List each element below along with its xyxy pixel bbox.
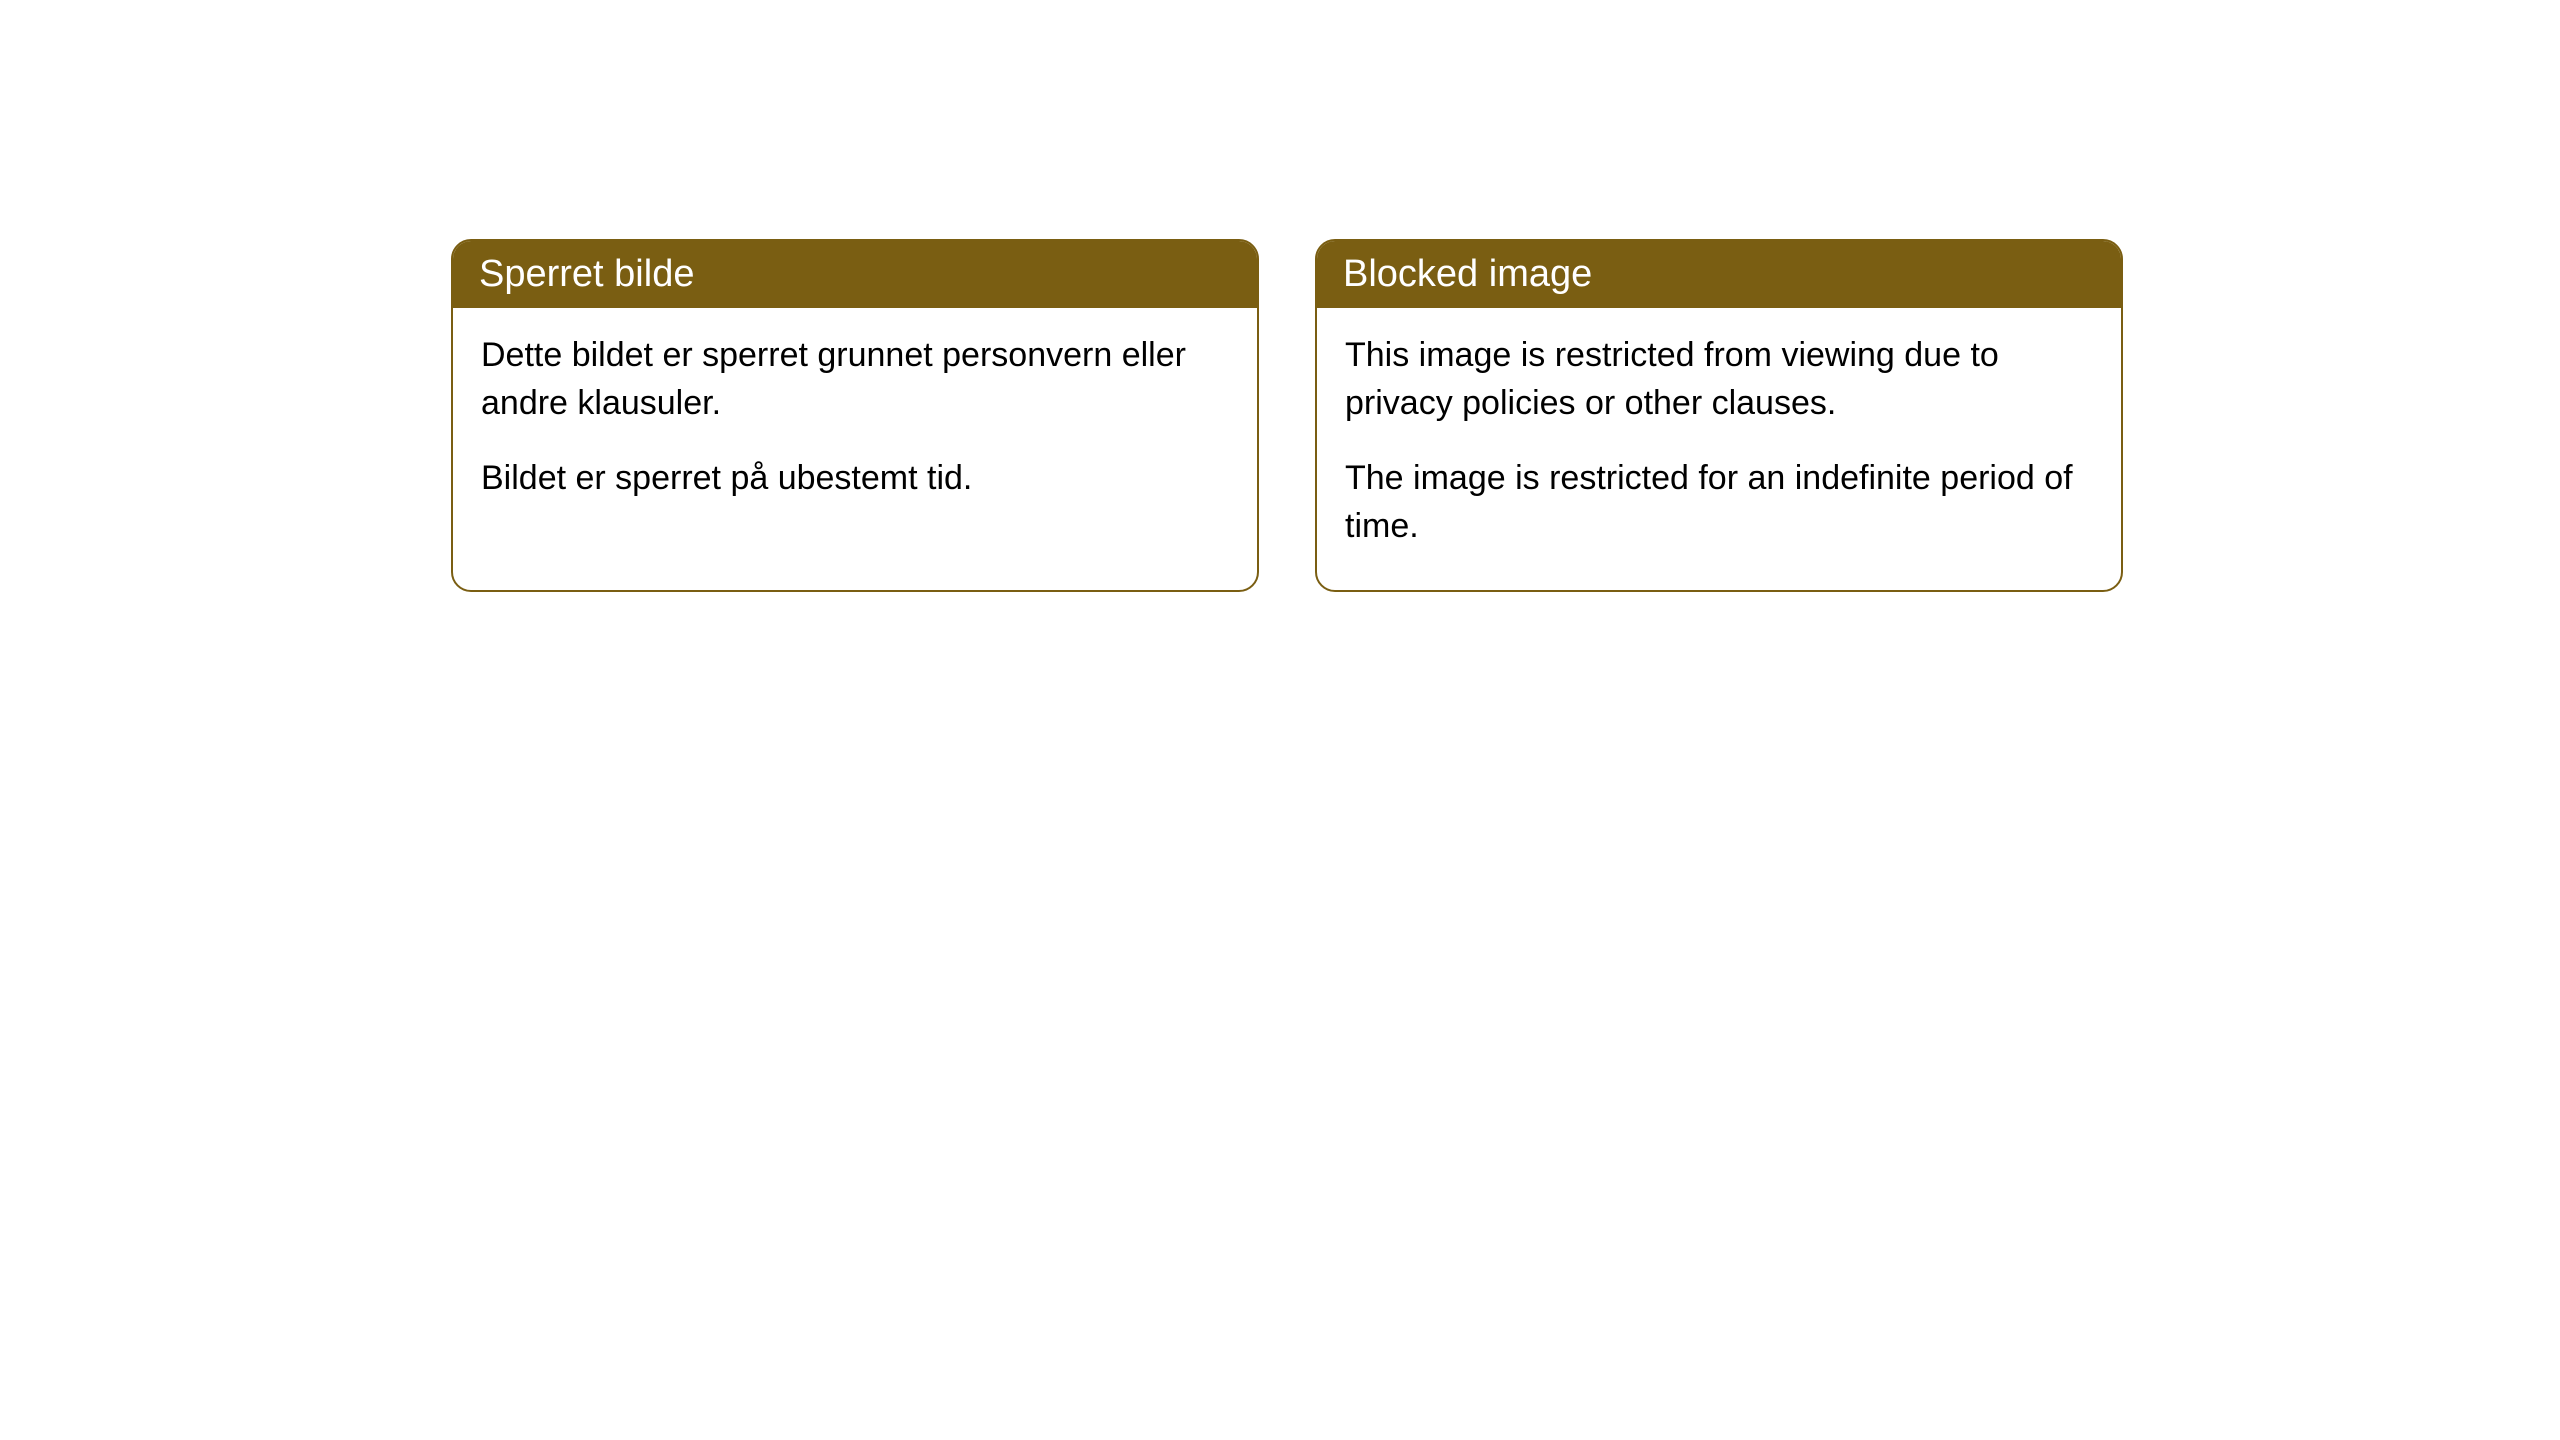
card-header: Blocked image [1317, 241, 2121, 308]
card-body: Dette bildet er sperret grunnet personve… [453, 308, 1257, 543]
notice-card-english: Blocked image This image is restricted f… [1315, 239, 2123, 592]
card-paragraph: The image is restricted for an indefinit… [1345, 455, 2093, 550]
card-paragraph: Dette bildet er sperret grunnet personve… [481, 332, 1229, 427]
card-paragraph: This image is restricted from viewing du… [1345, 332, 2093, 427]
card-body: This image is restricted from viewing du… [1317, 308, 2121, 590]
card-header: Sperret bilde [453, 241, 1257, 308]
notice-card-norwegian: Sperret bilde Dette bildet er sperret gr… [451, 239, 1259, 592]
card-title: Blocked image [1343, 253, 1592, 295]
card-paragraph: Bildet er sperret på ubestemt tid. [481, 455, 1229, 503]
notice-cards-container: Sperret bilde Dette bildet er sperret gr… [451, 239, 2123, 592]
card-title: Sperret bilde [479, 253, 694, 295]
